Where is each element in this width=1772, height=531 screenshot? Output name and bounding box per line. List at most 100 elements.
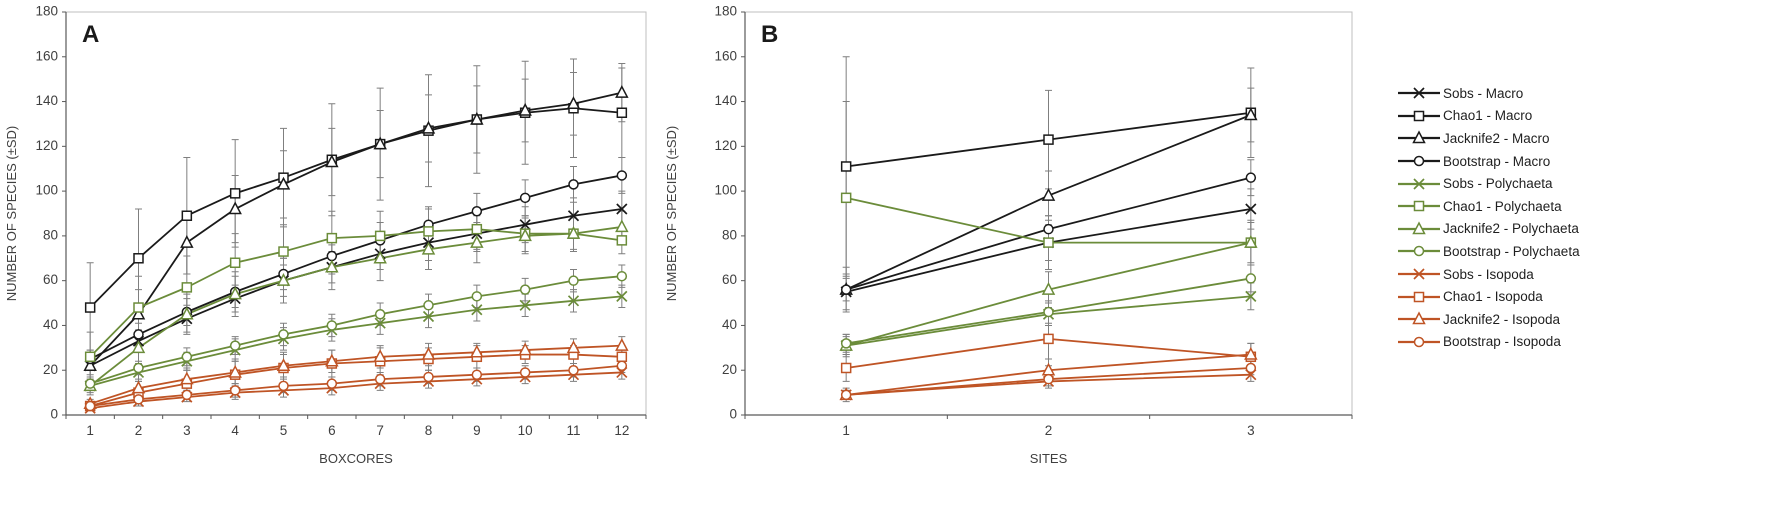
triangle-marker-icon: [373, 349, 387, 363]
triangle-marker-icon: [1244, 107, 1258, 121]
triangle-marker-icon: [180, 234, 194, 248]
square-marker-icon: [326, 232, 338, 244]
x-tick-label: 8: [425, 423, 433, 438]
series-markers-chao1-polychaeta: [84, 223, 628, 363]
x-marker-icon: [567, 295, 580, 307]
x-marker-icon: [519, 299, 531, 311]
square-marker-icon: [181, 282, 193, 293]
y-tick-label: 140: [35, 93, 58, 108]
x-tick-label: 2: [1045, 423, 1053, 438]
triangle-marker-icon: [180, 371, 194, 385]
circle-marker-icon: [471, 206, 483, 217]
triangle-marker-icon: [228, 201, 242, 215]
y-tick-label: 160: [714, 48, 737, 63]
legend-key-square-icon: [1398, 110, 1440, 122]
triangle-marker-icon: [470, 234, 484, 248]
y-tick-label: 120: [714, 138, 737, 153]
triangle-marker-icon: [566, 96, 581, 110]
triangle-marker-icon: [1041, 282, 1056, 295]
series-line-sobs-macro: [89, 208, 623, 367]
legend-label: Chao1 - Macro: [1443, 108, 1533, 124]
panel-a: 0 20 40 60 80 100 120 140 160 180 1 2 3 4 5 6 7 8 9 10 11 12 A…: [0, 0, 660, 531]
x-marker-icon: [1245, 203, 1257, 215]
circle-marker-icon: [229, 385, 241, 396]
triangle-marker-icon: [228, 286, 242, 300]
series-markers-sobs-isopoda: [84, 366, 628, 414]
legend-key-circle-icon: [1398, 246, 1440, 257]
triangle-marker-icon: [470, 111, 484, 125]
x-axis: 1 2 3: [744, 415, 1353, 438]
triangle-marker-icon: [131, 340, 146, 354]
circle-marker-icon: [1413, 155, 1425, 167]
triangle-marker-icon: [373, 250, 387, 264]
circle-marker-icon: [840, 338, 852, 349]
series-markers-chao1-macro: [84, 103, 628, 313]
series-line-chao1-macro: [89, 107, 623, 309]
y-axis: 0 20 40 60 80 100 120 140 160 180: [714, 4, 745, 422]
x-tick-label: 1: [842, 423, 850, 438]
series-line-bootstrap-isopoda: [89, 364, 623, 407]
legend-item: Sobs - Polychaeta: [1396, 172, 1772, 195]
circle-marker-icon: [568, 364, 579, 376]
series-line-jacknife2-polychaeta: [89, 226, 623, 387]
circle-marker-icon: [278, 329, 289, 340]
x-tick-label: 6: [328, 423, 336, 438]
y-tick-label: 100: [714, 183, 737, 198]
square-marker-icon: [1413, 201, 1425, 212]
square-marker-icon: [133, 302, 144, 313]
y-tick-label: 20: [722, 362, 737, 377]
x-tick-label: 11: [566, 423, 580, 438]
y-tick-label: 120: [35, 138, 58, 153]
series-line-bootstrap-macro: [89, 174, 623, 360]
legend-label: Bootstrap - Isopoda: [1443, 334, 1561, 350]
y-tick-label: 0: [50, 407, 58, 422]
x-marker-icon: [374, 317, 386, 329]
legend-key-square-icon: [1398, 201, 1440, 212]
legend-label: Bootstrap - Polychaeta: [1443, 243, 1580, 259]
series-markers-bootstrap-polychaeta: [840, 273, 1257, 349]
legend-label: Chao1 - Polychaeta: [1443, 198, 1562, 214]
series-markers-bootstrap-polychaeta: [84, 270, 628, 389]
circle-marker-icon: [1043, 306, 1054, 318]
x-marker-icon: [1245, 290, 1257, 302]
x-tick-label: 12: [614, 423, 629, 438]
y-tick-label: 40: [43, 317, 58, 332]
y-tick-label: 160: [35, 48, 58, 63]
legend-item: Jacknife2 - Polychaeta: [1396, 218, 1772, 241]
legend-label: Jacknife2 - Polychaeta: [1443, 221, 1579, 237]
circle-marker-icon: [1413, 246, 1425, 257]
circle-marker-icon: [423, 300, 434, 311]
x-tick-label: 7: [376, 423, 384, 438]
circle-marker-icon: [568, 275, 579, 286]
triangle-marker-icon: [1412, 130, 1426, 144]
legend-items: Sobs - Macro Chao1 - Macro Jacknife2 - Mac…: [1396, 82, 1772, 353]
series-markers-bootstrap-macro: [84, 170, 628, 365]
circle-marker-icon: [1413, 336, 1425, 348]
triangle-marker-icon: [325, 154, 339, 168]
circle-marker-icon: [616, 270, 628, 282]
x-tick-label: 1: [86, 423, 94, 438]
legend-label: Jacknife2 - Isopoda: [1443, 311, 1561, 327]
circle-marker-icon: [1043, 223, 1054, 235]
x-tick-label: 3: [183, 423, 191, 438]
circle-marker-icon: [326, 378, 338, 389]
square-marker-icon: [278, 246, 289, 257]
circle-marker-icon: [133, 362, 144, 374]
square-marker-icon: [840, 161, 852, 172]
legend-key-x-icon: [1398, 178, 1440, 190]
circle-marker-icon: [326, 320, 338, 331]
x-marker-icon: [471, 304, 483, 316]
legend-item: Sobs - Isopoda: [1396, 263, 1772, 286]
triangle-marker-icon: [1041, 187, 1056, 201]
x-tick-label: 9: [473, 423, 481, 438]
y-tick-label: 100: [35, 183, 58, 198]
triangle-marker-icon: [180, 306, 194, 320]
error-bars: [842, 56, 1255, 403]
triangle-marker-icon: [615, 337, 629, 351]
square-marker-icon: [1043, 333, 1054, 345]
circle-marker-icon: [229, 340, 241, 351]
series-markers-bootstrap-macro: [840, 172, 1257, 295]
triangle-marker-icon: [518, 102, 532, 116]
triangle-marker-icon: [276, 176, 291, 190]
